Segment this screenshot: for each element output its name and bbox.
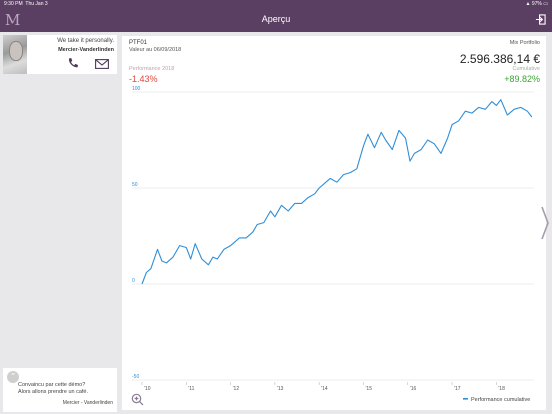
contact-card: We take it personally. Mercier-Vanderlin… <box>3 35 117 74</box>
legend-swatch <box>463 398 468 400</box>
portfolio-type: Mix Portfolio <box>509 40 540 46</box>
x-tick-label: '14 <box>321 386 328 392</box>
performance-chart[interactable]: 100 50 0 -50 '10 '11 '12 '13 '14 '15 '16 '17 '18 Perf… <box>122 36 546 410</box>
cumulative-label: Cumulative <box>512 66 540 72</box>
promo-line1: Convaincu par cette démo? <box>18 382 86 388</box>
portfolio-amount: 2.596.386,14 € <box>459 52 540 66</box>
phone-icon[interactable] <box>67 57 79 69</box>
series-line <box>141 99 533 285</box>
x-tick-label: '12 <box>233 386 240 392</box>
x-tick-label: '15 <box>365 386 372 392</box>
advisor-name: Mercier-Vanderlinden <box>58 47 114 53</box>
quote-icon: “ <box>7 371 19 383</box>
promo-line2: Alors allons prendre un café. <box>18 389 89 395</box>
status-bar: 9:30 PM Thu Jan 3 ▲ 97% ▭ <box>0 0 552 8</box>
legend-label: Performance cumulative <box>471 397 530 403</box>
cumulative-value: +89.82% <box>504 74 540 84</box>
tagline: We take it personally. <box>57 38 114 44</box>
x-tick-label: '16 <box>410 386 417 392</box>
status-indicators: ▲ 97% ▭ <box>525 1 548 7</box>
y-tick-label: 50 <box>132 182 138 188</box>
performance-label: Performance 2018 <box>129 66 175 72</box>
nav-bar: M Aperçu <box>0 8 552 32</box>
page-title: Aperçu <box>261 14 291 24</box>
y-tick-label: -50 <box>132 374 139 380</box>
performance-value: -1.43% <box>129 74 158 84</box>
promo-signature: Mercier - Vanderlinden <box>62 400 113 406</box>
zoom-icon[interactable] <box>131 393 144 406</box>
logout-icon[interactable] <box>535 14 546 25</box>
y-tick-label: 0 <box>132 278 135 284</box>
x-tick-label: '11 <box>188 386 194 392</box>
brand-logo[interactable]: M <box>5 11 21 29</box>
status-time: 9:30 PM Thu Jan 3 <box>4 1 48 7</box>
portfolio-name: PTF01 <box>129 40 148 46</box>
valuation-date: Valeur au 06/09/2018 <box>129 47 182 53</box>
mail-icon[interactable] <box>95 59 109 69</box>
promo-card[interactable]: “ Convaincu par cette démo? Alors allons… <box>3 368 117 412</box>
y-tick-label: 100 <box>132 86 141 92</box>
x-tick-label: '17 <box>454 386 461 392</box>
x-tick-label: '10 <box>144 386 151 392</box>
x-tick-label: '13 <box>277 386 284 392</box>
x-tick-label: '18 <box>498 386 505 392</box>
sidebar: We take it personally. Mercier-Vanderlin… <box>0 32 120 414</box>
portfolio-card: PTF01 Valeur au 06/09/2018 Performance 2… <box>122 36 546 410</box>
chevron-right-icon[interactable] <box>540 205 550 241</box>
advisor-photo <box>3 35 27 74</box>
